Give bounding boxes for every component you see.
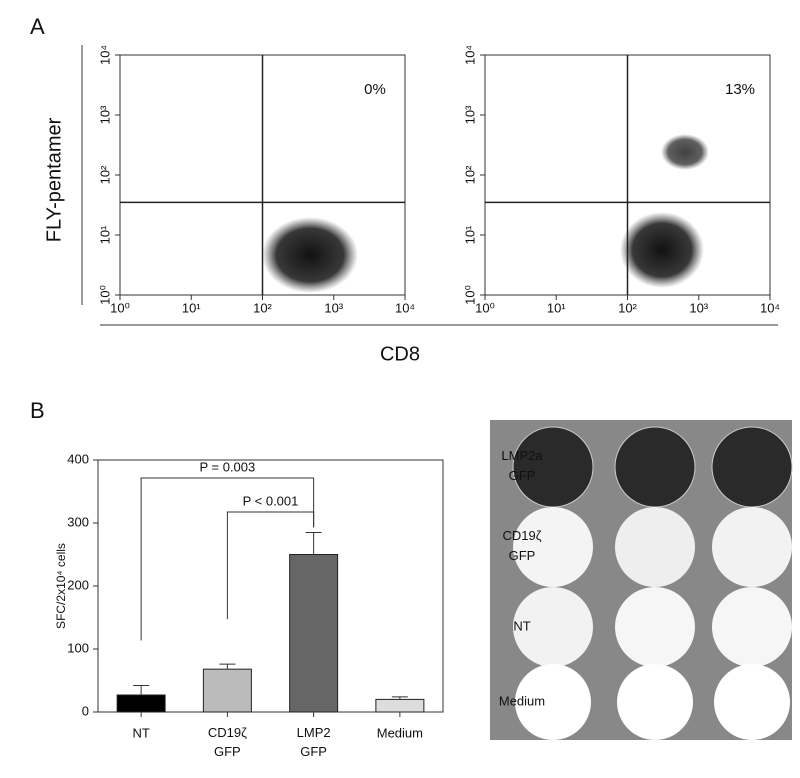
quadrant-percent: 13%: [725, 81, 755, 98]
well: [712, 587, 792, 667]
plate-row-label: LMP2a GFP: [501, 448, 543, 483]
y-tick-label: 200: [67, 577, 89, 592]
well: [615, 587, 695, 667]
y-tick-label: 400: [67, 451, 89, 466]
well: [615, 507, 695, 587]
bar: [289, 554, 339, 713]
significance-bracket: [140, 477, 315, 641]
plate-row-label: CD19ζ GFP: [503, 528, 542, 563]
x-axis-label: CD8: [380, 343, 420, 365]
plate-row-label: Medium: [499, 693, 545, 708]
quadrant-percent: 0%: [364, 81, 386, 98]
y-tick-label: 10⁴: [97, 45, 112, 65]
significance-bracket: [226, 511, 315, 620]
wells: [512, 426, 793, 740]
cell-cloud: [661, 134, 709, 170]
x-tick-label: 10³: [689, 300, 708, 315]
x-tick-label: Medium: [377, 725, 423, 740]
y-tick-label: 100: [67, 640, 89, 655]
x-tick-label: 10¹: [547, 300, 566, 315]
y-tick-label: 300: [67, 514, 89, 529]
y-tick-label: 10²: [462, 165, 477, 184]
y-tick-label: 10⁰: [462, 285, 477, 305]
cell-cloud: [620, 212, 704, 288]
y-axis-label: SFC/2x10⁴ cells: [54, 543, 68, 629]
well: [513, 587, 593, 667]
x-tick-label: NT: [132, 725, 149, 740]
cell-cloud: [262, 217, 358, 293]
well: [712, 507, 792, 587]
x-tick-label: CD19ζ GFP: [208, 725, 247, 759]
plate-row-label: NT: [513, 618, 530, 633]
y-tick-label: 0: [82, 703, 89, 718]
y-tick-label: 10²: [97, 165, 112, 184]
well: [711, 426, 793, 508]
p-value: P = 0.003: [199, 459, 255, 474]
well: [714, 664, 790, 740]
x-tick-label: LMP2 GFP: [297, 725, 331, 759]
well: [515, 664, 591, 740]
y-tick-label: 10¹: [462, 225, 477, 244]
x-tick-label: 10³: [324, 300, 343, 315]
x-tick-label: 10⁰: [475, 300, 495, 315]
x-tick-label: 10⁴: [395, 300, 415, 315]
well: [512, 426, 594, 508]
well: [513, 507, 593, 587]
well: [614, 426, 696, 508]
y-tick-label: 10⁴: [462, 45, 477, 65]
panel-label: B: [30, 398, 45, 423]
y-tick-label: 10¹: [97, 225, 112, 244]
y-tick-label: 10⁰: [97, 285, 112, 305]
bar: [375, 698, 425, 713]
x-tick-label: 10²: [253, 300, 272, 315]
y-axis-label: FLY-pentamer: [43, 117, 65, 242]
y-tick-label: 10³: [462, 105, 477, 124]
p-value: P < 0.001: [243, 493, 299, 508]
panel-label: A: [30, 14, 45, 39]
y-tick-label: 10³: [97, 105, 112, 124]
x-tick-label: 10⁴: [760, 300, 780, 315]
x-tick-label: 10¹: [182, 300, 201, 315]
well: [617, 664, 693, 740]
bar: [116, 694, 166, 713]
x-tick-label: 10²: [618, 300, 637, 315]
bar: [202, 668, 252, 713]
x-tick-label: 10⁰: [110, 300, 130, 315]
